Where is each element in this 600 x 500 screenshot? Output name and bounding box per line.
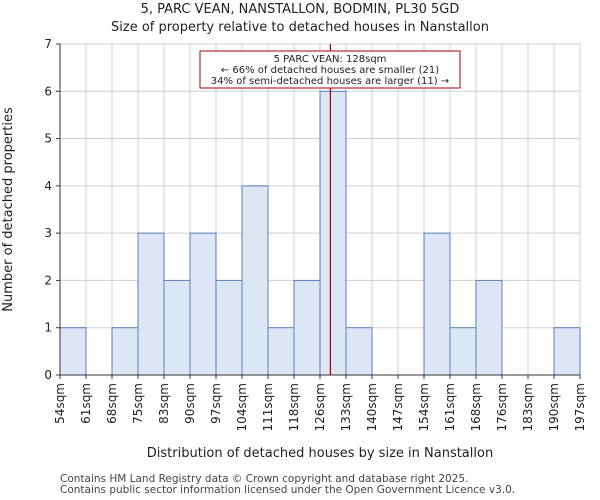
y-tick-label: 2 bbox=[44, 273, 52, 287]
x-tick-label: 183sqm bbox=[521, 383, 535, 431]
x-tick-label: 104sqm bbox=[235, 383, 249, 431]
annotation-box bbox=[199, 50, 461, 89]
histogram-bar bbox=[59, 327, 87, 376]
x-tick-label: 68sqm bbox=[105, 383, 119, 424]
y-tick-label: 5 bbox=[44, 132, 52, 146]
x-tick-label: 111sqm bbox=[261, 383, 275, 431]
histogram-bar bbox=[475, 279, 503, 376]
y-tick-label: 0 bbox=[44, 368, 52, 382]
y-axis-label: Number of detached properties bbox=[1, 107, 16, 312]
x-axis-label: Distribution of detached houses by size … bbox=[147, 446, 493, 461]
x-tick-label: 75sqm bbox=[131, 383, 145, 424]
histogram-bar bbox=[293, 279, 321, 376]
histogram-bar bbox=[319, 90, 347, 376]
histogram-bar bbox=[345, 327, 373, 376]
x-tick-label: 97sqm bbox=[209, 383, 223, 424]
x-tick-label: 176sqm bbox=[495, 383, 509, 431]
histogram-bar bbox=[267, 327, 295, 376]
footer-line-2: Contains public sector information licen… bbox=[60, 484, 516, 496]
histogram-bar bbox=[423, 232, 451, 376]
histogram-bar bbox=[241, 185, 269, 376]
y-tick-label: 6 bbox=[44, 84, 52, 98]
x-tick-label: 168sqm bbox=[469, 383, 483, 431]
x-tick-label: 154sqm bbox=[417, 383, 431, 431]
x-tick-label: 161sqm bbox=[443, 383, 457, 431]
annotation-line: 34% of semi-detached houses are larger (… bbox=[211, 76, 449, 87]
histogram-bar bbox=[163, 279, 191, 376]
x-tick-label: 54sqm bbox=[53, 383, 67, 424]
x-tick-label: 133sqm bbox=[339, 383, 353, 431]
x-tick-label: 90sqm bbox=[183, 383, 197, 424]
y-tick-label: 7 bbox=[44, 37, 52, 51]
x-tick-label: 61sqm bbox=[79, 383, 93, 424]
histogram-bar bbox=[215, 279, 243, 376]
annotation-line: 5 PARC VEAN: 128sqm bbox=[274, 54, 387, 65]
annotation-line: ← 66% of detached houses are smaller (21… bbox=[221, 65, 439, 76]
chart-title: 5, PARC VEAN, NANSTALLON, BODMIN, PL30 5… bbox=[140, 2, 460, 17]
x-tick-label: 190sqm bbox=[547, 383, 561, 431]
y-tick-label: 1 bbox=[44, 321, 52, 335]
x-tick-label: 140sqm bbox=[365, 383, 379, 431]
x-tick-label: 126sqm bbox=[313, 383, 327, 431]
x-tick-label: 147sqm bbox=[391, 383, 405, 431]
footer-line-1: Contains HM Land Registry data © Crown c… bbox=[60, 473, 469, 485]
histogram-bar bbox=[553, 327, 581, 376]
histogram-bar bbox=[449, 327, 477, 376]
histogram-bar bbox=[137, 232, 165, 376]
y-tick-label: 3 bbox=[44, 226, 52, 240]
histogram-bar bbox=[111, 327, 139, 376]
x-tick-label: 197sqm bbox=[573, 383, 587, 431]
chart-subtitle: Size of property relative to detached ho… bbox=[111, 20, 489, 35]
y-tick-label: 4 bbox=[44, 179, 52, 193]
x-tick-label: 83sqm bbox=[157, 383, 171, 424]
x-tick-label: 118sqm bbox=[287, 383, 301, 431]
histogram-bar bbox=[189, 232, 217, 376]
